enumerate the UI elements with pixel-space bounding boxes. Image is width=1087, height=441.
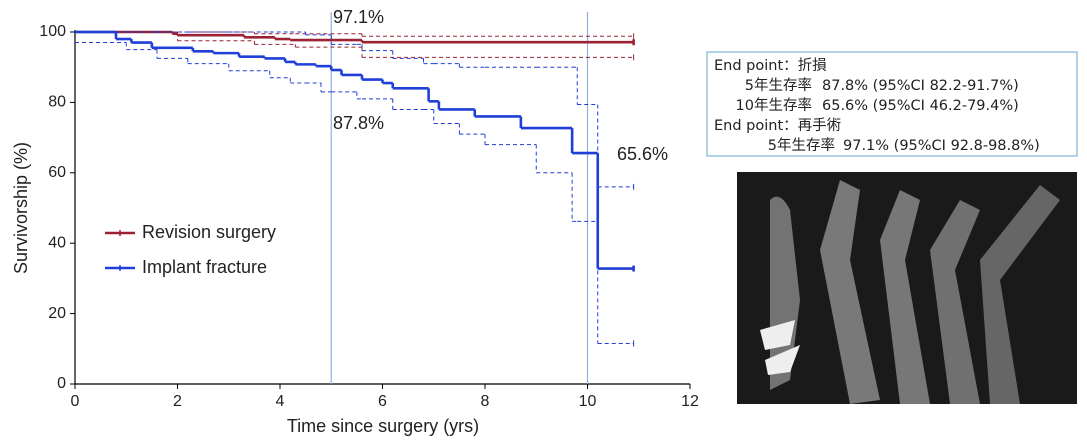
annotation: 97.1% (333, 7, 384, 27)
info-row-label: 5年生存率 (745, 77, 812, 94)
info-row-value: 87.8% (95%CI 82.2-91.7%) (822, 78, 1019, 94)
y-tick-label: 100 (39, 23, 66, 40)
info-row-label: 10年生存率 (736, 97, 812, 114)
legend-label: Revision surgery (142, 222, 276, 242)
y-tick-label: 80 (48, 94, 66, 111)
y-tick-label: 0 (57, 375, 66, 392)
y-tick-label: 60 (48, 164, 66, 181)
page: Time since surgery (yrs) Survivorship (%… (0, 0, 1087, 441)
x-tick-label: 8 (481, 393, 490, 410)
x-tick-label: 10 (579, 393, 597, 410)
y-tick-label: 40 (48, 234, 66, 251)
x-tick-label: 0 (71, 393, 80, 410)
annotation: 65.6% (617, 144, 668, 164)
info-row-value: 97.1% (95%CI 92.8-98.8%) (843, 138, 1040, 154)
y-axis-label: Survivorship (%) (11, 142, 31, 274)
legend-label: Implant fracture (142, 257, 267, 277)
xray-image (737, 172, 1077, 404)
info-row-label: 5年生存率 (768, 137, 835, 154)
x-tick-label: 6 (378, 393, 387, 410)
info-heading: End point：再手術 (714, 117, 841, 134)
annotation: 87.8% (333, 113, 384, 133)
x-tick-label: 12 (681, 393, 699, 410)
info-row-value: 65.6% (95%CI 46.2-79.4%) (822, 98, 1019, 114)
x-axis-label: Time since surgery (yrs) (287, 416, 479, 436)
x-tick-label: 4 (276, 393, 285, 410)
x-tick-label: 2 (173, 393, 182, 410)
info-heading: End point：折損 (714, 57, 827, 74)
y-tick-label: 20 (48, 305, 66, 322)
